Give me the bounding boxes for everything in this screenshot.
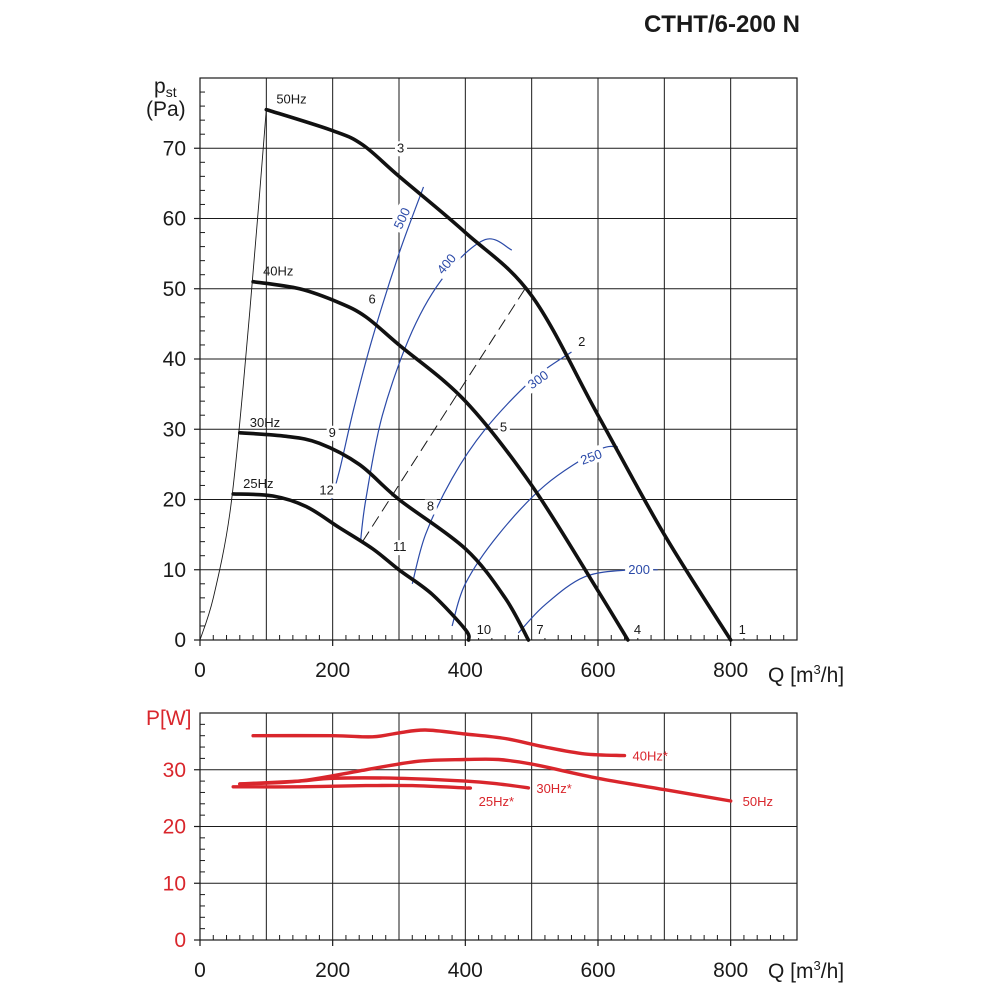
y-tick-label: 30 xyxy=(163,418,186,441)
y-tick-label: 0 xyxy=(174,929,186,952)
power-chart: 0 10 20 30 0 200 400 600 800 P[W] Q [m3/h] 40Hz* 50H… xyxy=(146,707,844,983)
x-tick-label: 200 xyxy=(315,959,350,982)
fan-curve-label: 50Hz xyxy=(276,92,306,107)
dashed-line xyxy=(362,288,526,542)
x-tick-label: 600 xyxy=(580,959,615,982)
x-tick-label: 800 xyxy=(713,959,748,982)
operating-point-label: 10 xyxy=(477,622,491,637)
operating-point-label-bg xyxy=(395,141,407,157)
operating-point-label: 5 xyxy=(500,419,507,434)
y-tick-label: 10 xyxy=(163,559,186,582)
operating-point-label-bg xyxy=(474,623,495,638)
y-axis-label-main: p xyxy=(154,75,166,98)
operating-point-label: 2 xyxy=(578,334,585,349)
power-curve-25hz xyxy=(231,783,473,790)
x-tick-label: 600 xyxy=(580,659,615,682)
x-axis-label-main: Q [m xyxy=(768,664,814,687)
operating-point-label: 9 xyxy=(329,425,336,440)
operating-point-label-bg xyxy=(326,425,339,441)
fan-curve-label: 25Hz xyxy=(243,476,273,491)
fan-curve-50hz xyxy=(264,107,733,642)
system-curve-label-bg xyxy=(575,444,607,469)
y-tick-label: 50 xyxy=(163,278,186,301)
operating-point-label-bg xyxy=(424,499,437,515)
chart-title: CTHT/6-200 N xyxy=(644,11,800,38)
operating-point-label-bg xyxy=(366,292,379,308)
system-curve-label-group: 300 xyxy=(521,364,554,394)
system-curve-label-group: 200 xyxy=(625,560,654,577)
power-curve-50hz xyxy=(238,757,733,803)
y-axis-label-subscript: st xyxy=(166,84,177,100)
system-curve-250 xyxy=(451,445,619,627)
operating-point-label-bg xyxy=(736,623,749,638)
system-curve-label: 200 xyxy=(628,562,650,577)
system-curve-label: 250 xyxy=(578,446,604,468)
operating-point-label-bg xyxy=(317,483,338,499)
operating-point-label: 4 xyxy=(634,622,641,637)
x-tick-label: 400 xyxy=(448,959,483,982)
operating-point-label: 7 xyxy=(536,622,543,637)
x-axis-label-main: Q [m xyxy=(768,960,814,983)
x-tick-label: 400 xyxy=(448,659,483,682)
system-curve-label-group: 400 xyxy=(430,247,462,280)
x-axis-label-superscript: 3 xyxy=(814,662,821,677)
x-tick-label: 800 xyxy=(713,659,748,682)
y-tick-label: 10 xyxy=(163,872,186,895)
operating-point-label: 11 xyxy=(393,539,407,554)
system-curve-label-bg xyxy=(388,202,415,235)
operating-point-label-bg xyxy=(631,623,644,638)
x-axis-label-superscript: 3 xyxy=(814,958,821,973)
y-tick-label: 60 xyxy=(163,208,186,231)
y-tick-label: 70 xyxy=(163,137,186,160)
operating-point-label-bg xyxy=(534,623,547,638)
fan-curve-25hz xyxy=(231,492,471,642)
power-curve-label: 30Hz* xyxy=(536,781,571,796)
system-curve-label-group: 250 xyxy=(575,444,607,469)
operating-point-label: 3 xyxy=(397,140,404,155)
system-curve-500 xyxy=(330,186,425,500)
y-tick-label: 20 xyxy=(163,489,186,512)
y-tick-label: 30 xyxy=(163,759,186,782)
x-axis-label-tail: /h] xyxy=(821,664,844,687)
system-curve-label-bg xyxy=(430,247,462,280)
x-axis-label: Q [m3/h] xyxy=(768,662,844,687)
system-curve-label-bg xyxy=(521,364,554,394)
operating-point-label: 6 xyxy=(368,291,375,306)
fan-curve-label: 30Hz xyxy=(250,415,280,430)
operating-point-label: 12 xyxy=(319,482,333,497)
fan-curve-30hz xyxy=(238,431,531,642)
y-axis-label: pst xyxy=(154,75,177,100)
system-curve-400 xyxy=(359,238,513,542)
system-curve-300 xyxy=(411,351,572,584)
y-axis-unit: (Pa) xyxy=(146,98,186,121)
x-tick-label: 0 xyxy=(194,959,206,982)
y-tick-label: 0 xyxy=(174,629,186,652)
power-curve-40hz xyxy=(251,728,627,758)
power-curve-label: 25Hz* xyxy=(479,794,514,809)
power-curve-label: 50Hz xyxy=(743,794,773,809)
x-axis-label-tail: /h] xyxy=(821,960,844,983)
x-tick-label: 200 xyxy=(315,659,350,682)
operating-point-label-bg xyxy=(391,540,411,556)
y-tick-label: 20 xyxy=(163,816,186,839)
y-axis-label: P[W] xyxy=(146,707,192,730)
y-tick-label: 40 xyxy=(163,348,186,371)
surge-line xyxy=(199,109,267,641)
power-curve-label: 40Hz* xyxy=(633,749,668,764)
operating-point-label-bg xyxy=(576,334,589,350)
operating-point-label: 8 xyxy=(427,499,434,514)
fan-curve-40hz xyxy=(251,279,630,642)
x-tick-label: 0 xyxy=(194,659,206,682)
x-axis-label: Q [m3/h] xyxy=(768,958,844,983)
fan-curve-label: 40Hz xyxy=(263,264,293,279)
system-curve-label-bg xyxy=(625,560,654,577)
operating-point-label-bg xyxy=(497,420,510,436)
power-curve-30hz xyxy=(238,776,531,790)
operating-point-label: 1 xyxy=(739,622,746,637)
